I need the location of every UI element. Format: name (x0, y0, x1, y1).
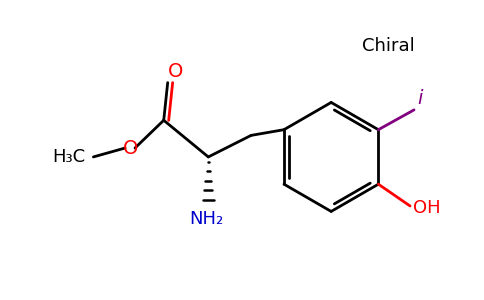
Text: OH: OH (413, 199, 440, 217)
Text: O: O (123, 139, 139, 158)
Text: NH₂: NH₂ (189, 210, 224, 228)
Text: O: O (168, 61, 183, 81)
Text: i: i (417, 89, 423, 108)
Text: H₃C: H₃C (52, 148, 86, 166)
Text: Chiral: Chiral (362, 37, 415, 55)
